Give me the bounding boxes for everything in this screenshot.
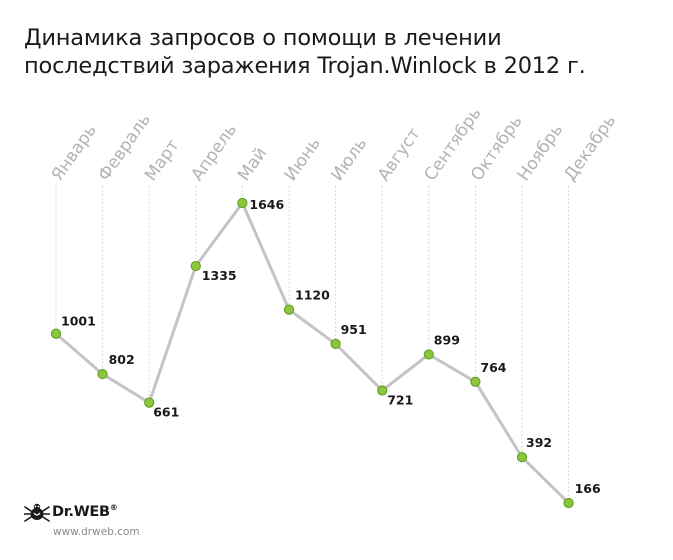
logo-url: www.drweb.com <box>53 526 140 538</box>
data-point <box>190 260 201 272</box>
month-label: Май <box>234 144 271 185</box>
logo-wordmark: Dr.WEB® <box>52 503 118 520</box>
data-label: 802 <box>109 352 135 367</box>
month-label: Апрель <box>188 120 242 185</box>
data-point <box>330 338 341 349</box>
data-point <box>237 197 248 209</box>
month-label: Декабрь <box>560 111 620 185</box>
data-points <box>50 197 574 509</box>
month-label: Июль <box>327 134 371 185</box>
chart-title-line-1: Динамика запросов о помощи в лечении <box>24 25 502 51</box>
data-label: 1335 <box>202 268 237 283</box>
month-label: Август <box>374 124 425 185</box>
data-point <box>516 452 528 463</box>
data-label: 1001 <box>61 314 96 329</box>
data-label: 661 <box>153 405 179 420</box>
data-point <box>423 349 434 360</box>
data-point <box>97 368 108 380</box>
data-point <box>377 385 388 396</box>
data-point <box>283 304 295 315</box>
data-label: 951 <box>341 322 367 337</box>
data-label: 392 <box>526 435 552 450</box>
data-point <box>563 497 574 509</box>
data-point <box>470 376 481 387</box>
registered-mark: ® <box>109 503 118 512</box>
data-labels: 1001 802 661 1335 1646 1120 951 721 899 764 392 166 <box>61 197 601 496</box>
month-label: Июнь <box>281 134 325 185</box>
data-label: 899 <box>434 332 460 347</box>
data-label: 764 <box>480 360 506 375</box>
month-label: Январь <box>48 121 101 185</box>
chart-title: Динамика запросов о помощи в лечении пос… <box>24 24 654 80</box>
spider-logo-icon <box>24 503 50 522</box>
data-label: 166 <box>575 481 601 496</box>
data-point <box>50 328 62 339</box>
month-label: Март <box>141 136 184 185</box>
chart-title-line-2: последствий заражения Trojan.Winlock в 2… <box>24 53 586 79</box>
series-line <box>54 201 571 505</box>
data-label: 1120 <box>295 288 330 303</box>
data-label: 721 <box>387 393 413 408</box>
data-label: 1646 <box>249 197 284 212</box>
drweb-logo: Dr.WEB® www.drweb.com <box>24 502 174 542</box>
logo-name-text: Dr.WEB <box>52 503 110 520</box>
data-point <box>144 397 155 408</box>
month-guide-lines <box>55 186 570 503</box>
